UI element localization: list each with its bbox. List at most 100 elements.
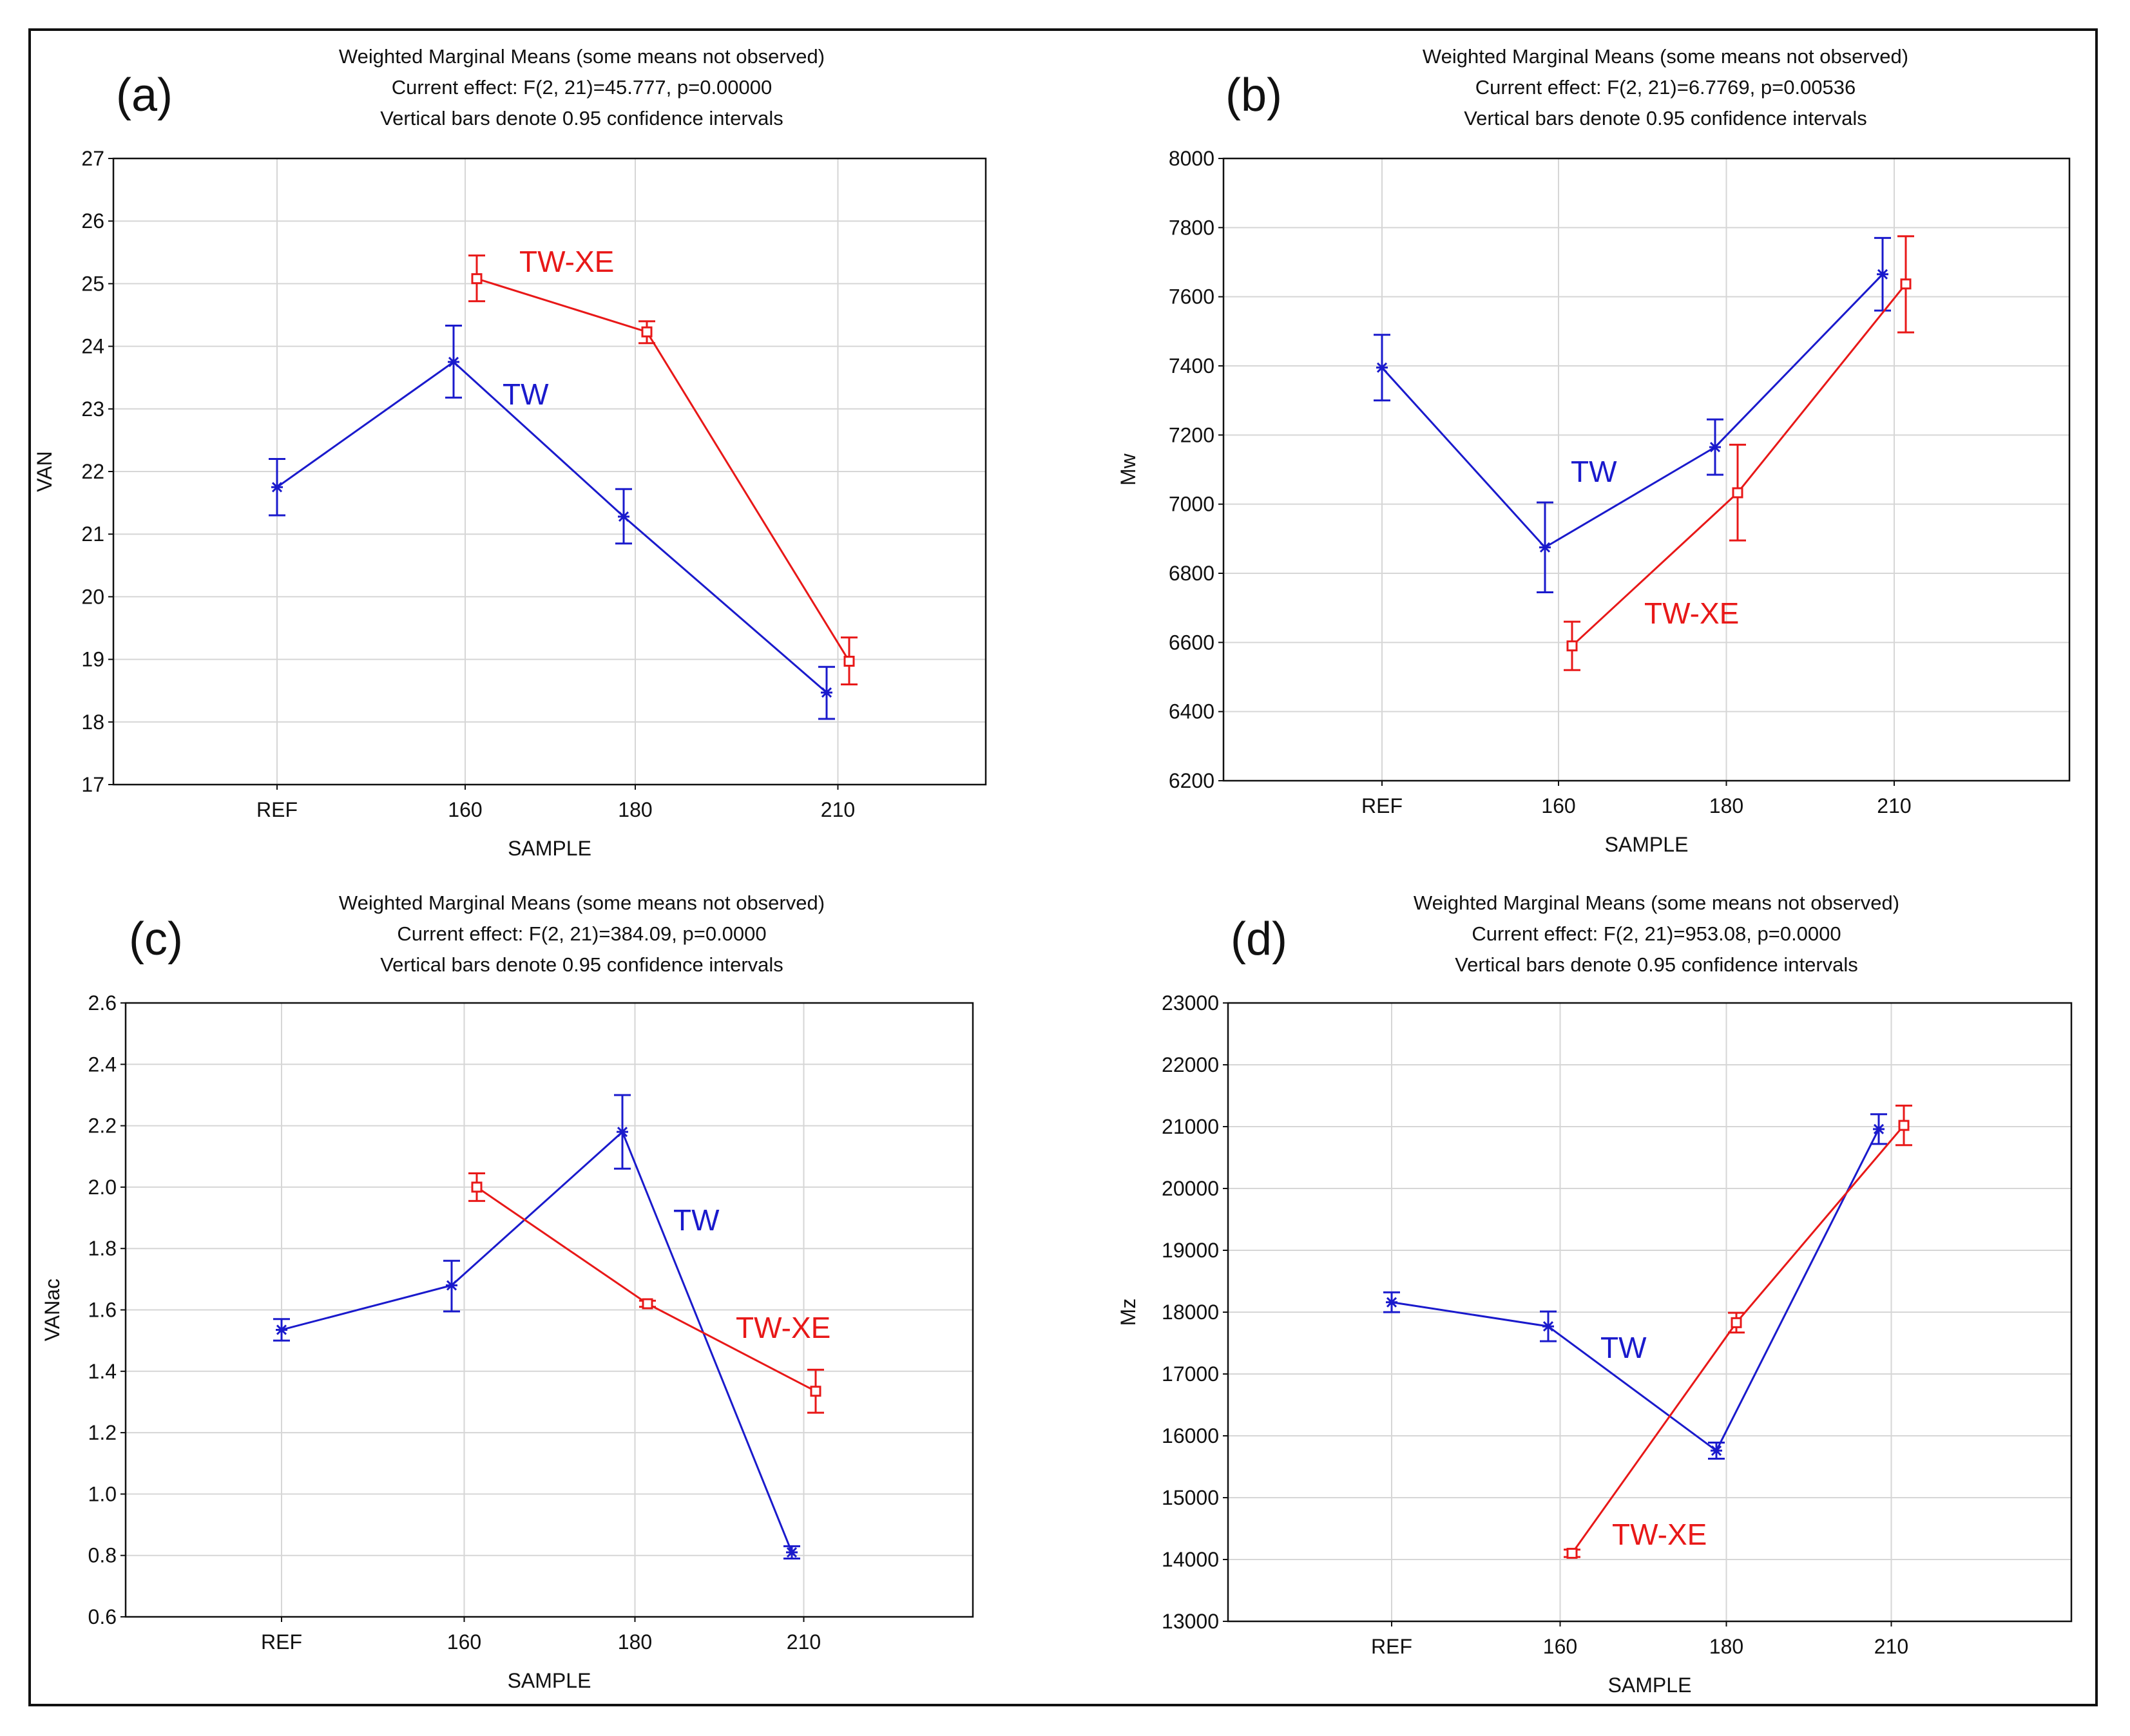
- data-point-square: [843, 656, 855, 667]
- series-tw: [273, 1094, 800, 1560]
- y-axis-label: VANac: [41, 1279, 64, 1341]
- plot-area-frame: [112, 157, 987, 786]
- gridlines: [1223, 158, 2069, 781]
- series-line: [281, 1130, 793, 1553]
- x-axis-label: SAMPLE: [1605, 833, 1689, 856]
- data-point-square: [1900, 278, 1912, 290]
- panel-letter: (b): [1225, 70, 1282, 121]
- data-point-star: [1709, 441, 1721, 454]
- x-tick-label: 180: [1709, 794, 1743, 817]
- series-tw-xe: [1564, 235, 1914, 671]
- y-tick-label: 17: [81, 773, 104, 796]
- chart-header-line: Current effect: F(2, 21)=953.08, p=0.000…: [1472, 922, 1841, 945]
- y-tick-label: 20000: [1162, 1177, 1219, 1200]
- y-tick-label: 17000: [1162, 1362, 1219, 1386]
- y-tick-label: 21000: [1162, 1115, 1219, 1138]
- data-point-square: [471, 1181, 483, 1193]
- chart-header-line: Weighted Marginal Means (some means not …: [1414, 892, 1899, 914]
- series-line: [476, 278, 850, 662]
- chart-panel-a: Weighted Marginal Means (some means not …: [33, 45, 987, 860]
- series-label-tw-xe: TW-XE: [519, 245, 614, 278]
- panel-letter: (a): [116, 70, 173, 121]
- y-tick-label: 1.0: [88, 1482, 117, 1505]
- x-tick-label: REF: [1361, 794, 1403, 817]
- y-tick-label: 1.2: [88, 1421, 117, 1444]
- y-tick-label: 1.6: [88, 1299, 117, 1322]
- data-point-star: [276, 1323, 287, 1337]
- chart-header-line: Current effect: F(2, 21)=45.777, p=0.000…: [392, 76, 772, 99]
- y-tick-label: 1.8: [88, 1237, 117, 1260]
- chart-header-line: Vertical bars denote 0.95 confidence int…: [1464, 107, 1867, 129]
- star-stroke: [821, 687, 832, 698]
- series-tw-xe: [1564, 1104, 1912, 1559]
- series-line: [1391, 1129, 1880, 1453]
- data-point-star: [1386, 1295, 1397, 1309]
- panel-letter: (d): [1231, 913, 1287, 965]
- data-point-star: [448, 355, 459, 368]
- y-axis-label: Mz: [1117, 1299, 1140, 1326]
- y-tick-label: 27: [81, 147, 104, 170]
- star-stroke: [1711, 1445, 1722, 1456]
- data-point-square: [1731, 1317, 1742, 1328]
- x-tick-label: 160: [447, 1630, 481, 1654]
- data-point-star: [786, 1545, 798, 1559]
- plot-area-frame: [1222, 157, 2071, 782]
- data-point-square: [642, 1298, 653, 1310]
- star-stroke: [1386, 1297, 1397, 1308]
- x-axis-label: SAMPLE: [508, 1669, 591, 1692]
- chart-header-line: Vertical bars denote 0.95 confidence int…: [380, 107, 783, 129]
- y-tick-label: 6200: [1169, 769, 1214, 792]
- y-tick-label: 6400: [1169, 700, 1214, 723]
- data-point-square: [1566, 640, 1578, 652]
- series-line: [1571, 283, 1907, 647]
- y-tick-label: 7600: [1169, 285, 1214, 309]
- y-tick-label: 2.2: [88, 1114, 117, 1138]
- x-tick-label: 210: [821, 798, 855, 821]
- y-tick-label: 0.6: [88, 1605, 117, 1628]
- data-point-square: [810, 1386, 821, 1397]
- series-tw: [269, 325, 835, 720]
- y-axis-label: Mw: [1117, 453, 1140, 486]
- x-tick-label: REF: [1371, 1635, 1412, 1658]
- y-tick-label: 22: [81, 460, 104, 483]
- series-label-tw: TW: [1571, 455, 1617, 488]
- star-stroke: [448, 356, 459, 367]
- star-stroke: [618, 511, 629, 522]
- x-tick-label: REF: [256, 798, 298, 821]
- star-stroke: [271, 482, 283, 493]
- x-axis-label: SAMPLE: [508, 837, 591, 860]
- data-point-star: [1873, 1122, 1885, 1136]
- data-point-square: [471, 273, 483, 285]
- y-tick-label: 23: [81, 397, 104, 421]
- data-point-square: [1566, 1547, 1578, 1559]
- star-stroke: [1873, 1123, 1885, 1134]
- star-stroke: [1376, 362, 1388, 373]
- x-tick-label: 160: [1541, 794, 1575, 817]
- series-label-tw: TW: [503, 377, 549, 411]
- plot-area-frame: [1227, 1002, 2073, 1623]
- y-tick-label: 7800: [1169, 216, 1214, 239]
- x-tick-label: 160: [1543, 1635, 1577, 1658]
- star-stroke: [1542, 1321, 1554, 1332]
- chart-panel-d: Weighted Marginal Means (some means not …: [1117, 892, 2073, 1697]
- y-tick-label: 15000: [1162, 1486, 1219, 1509]
- y-tick-label: 6800: [1169, 562, 1214, 585]
- y-tick-label: 20: [81, 585, 104, 608]
- series-label-tw-xe: TW-XE: [1644, 596, 1739, 630]
- series-tw: [1383, 1113, 1887, 1460]
- y-tick-label: 25: [81, 272, 104, 295]
- chart-header-line: Weighted Marginal Means (some means not …: [339, 892, 825, 914]
- x-tick-label: 210: [787, 1630, 821, 1654]
- x-tick-label: 180: [1709, 1635, 1743, 1658]
- star-stroke: [1709, 442, 1721, 453]
- data-point-star: [1376, 361, 1388, 374]
- star-stroke: [786, 1547, 798, 1558]
- y-tick-label: 16000: [1162, 1424, 1219, 1447]
- y-tick-label: 23000: [1162, 991, 1219, 1015]
- y-tick-label: 19: [81, 648, 104, 671]
- chart-header-line: Vertical bars denote 0.95 confidence int…: [380, 953, 783, 976]
- chart-header-line: Current effect: F(2, 21)=384.09, p=0.000…: [397, 922, 766, 945]
- panel-letter: (c): [129, 913, 183, 965]
- series-tw-xe: [468, 1172, 824, 1414]
